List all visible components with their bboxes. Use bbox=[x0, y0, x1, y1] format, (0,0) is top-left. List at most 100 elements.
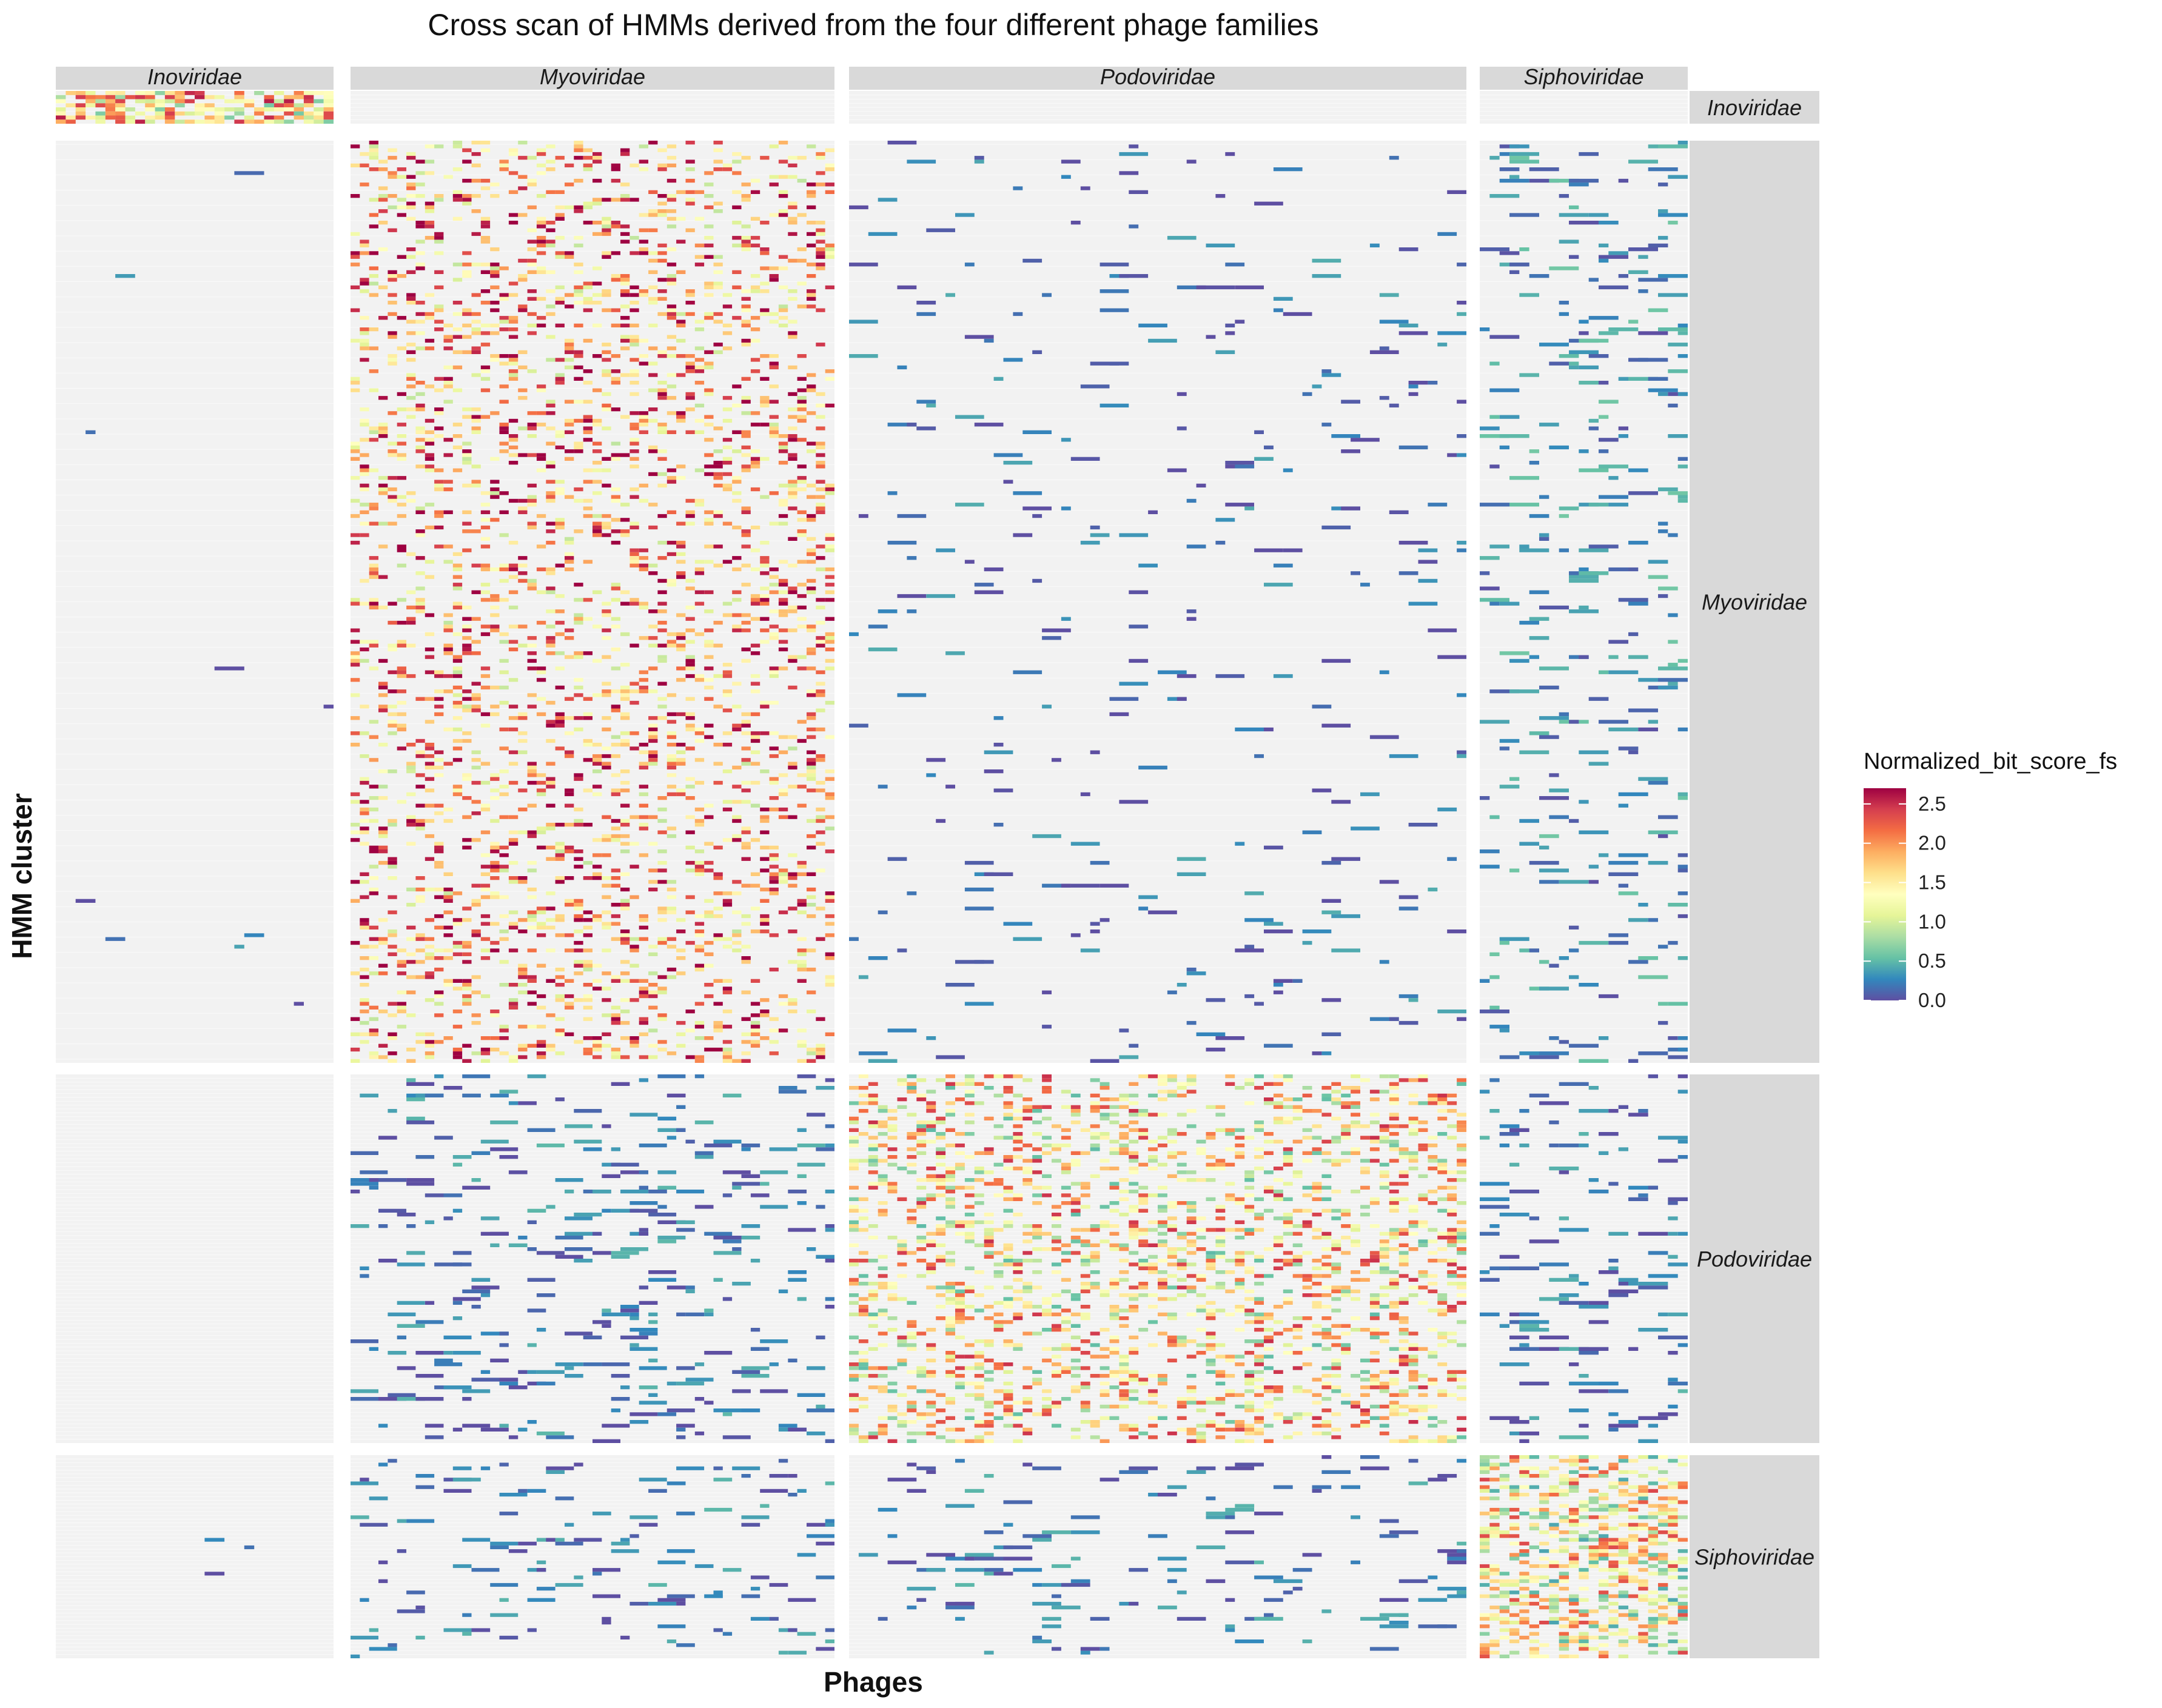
heatmap-cell bbox=[583, 438, 593, 442]
heatmap-cell bbox=[480, 221, 491, 225]
heatmap-cell bbox=[508, 860, 519, 865]
heatmap-cell bbox=[406, 925, 416, 929]
heatmap-cell bbox=[1235, 1128, 1245, 1132]
heatmap-cell bbox=[360, 918, 369, 922]
heatmap-cell bbox=[993, 1178, 1004, 1182]
heatmap-cell bbox=[1225, 1128, 1235, 1132]
heatmap-cell bbox=[145, 95, 155, 99]
heatmap-cell bbox=[657, 457, 667, 461]
heatmap-cell bbox=[936, 1178, 946, 1182]
heatmap-cell bbox=[1070, 1251, 1081, 1255]
heatmap-cell bbox=[565, 304, 574, 309]
heatmap-cell bbox=[816, 247, 825, 252]
heatmap-cell bbox=[583, 430, 593, 434]
heatmap-cell bbox=[452, 940, 463, 945]
heatmap-cell bbox=[1254, 1086, 1264, 1090]
heatmap-cell bbox=[536, 323, 546, 327]
heatmap-cell bbox=[685, 815, 695, 819]
heatmap-cell bbox=[1196, 1032, 1226, 1036]
heatmap-cell bbox=[462, 1389, 491, 1393]
heatmap-cell bbox=[452, 670, 463, 674]
heatmap-cell bbox=[639, 1228, 648, 1232]
heatmap-cell bbox=[508, 1243, 528, 1247]
heatmap-cell bbox=[1588, 697, 1609, 701]
heatmap-cell bbox=[936, 1185, 946, 1190]
heatmap-cell bbox=[760, 251, 770, 255]
heatmap-cell bbox=[741, 1147, 751, 1151]
heatmap-cell bbox=[648, 716, 658, 720]
heatmap-cell bbox=[1658, 666, 1688, 671]
heatmap-cell bbox=[611, 583, 620, 587]
heatmap-cell bbox=[1418, 1220, 1428, 1224]
heatmap-cell bbox=[1244, 1228, 1255, 1232]
heatmap-cell bbox=[750, 285, 760, 290]
heatmap-cell bbox=[1437, 331, 1466, 335]
heatmap-cell bbox=[351, 381, 360, 385]
heatmap-cell bbox=[1013, 1132, 1023, 1136]
heatmap-cell bbox=[849, 1116, 859, 1120]
heatmap-cell bbox=[360, 464, 369, 469]
heatmap-cell bbox=[462, 1185, 491, 1190]
heatmap-cell bbox=[722, 293, 733, 297]
heatmap-cell bbox=[397, 1397, 425, 1401]
heatmap-cell bbox=[648, 346, 658, 350]
heatmap-cell bbox=[565, 849, 574, 854]
heatmap-cell bbox=[471, 232, 481, 236]
heatmap-cell bbox=[676, 552, 686, 557]
heatmap-cell bbox=[443, 979, 453, 983]
heatmap-cell bbox=[1379, 1182, 1389, 1186]
heatmap-cell bbox=[639, 1032, 648, 1036]
heatmap-cell bbox=[750, 461, 760, 465]
heatmap-cell bbox=[303, 115, 314, 120]
heatmap-cell bbox=[694, 872, 705, 876]
heatmap-cell bbox=[685, 407, 695, 412]
heatmap-cell bbox=[1437, 1208, 1448, 1213]
heatmap-cell bbox=[565, 358, 574, 362]
heatmap-cell bbox=[1509, 144, 1529, 149]
heatmap-cell bbox=[1648, 388, 1678, 392]
heatmap-cell bbox=[769, 754, 779, 759]
heatmap-cell bbox=[760, 221, 770, 225]
heatmap-cell bbox=[788, 1002, 797, 1006]
heatmap-cell bbox=[639, 1385, 658, 1390]
heatmap-cell bbox=[1109, 1231, 1120, 1236]
heatmap-cell bbox=[1457, 1128, 1466, 1132]
heatmap-cell bbox=[878, 609, 898, 614]
heatmap-cell bbox=[629, 948, 639, 953]
heatmap-cell bbox=[760, 1205, 788, 1209]
heatmap-cell bbox=[741, 396, 751, 400]
heatmap-cell bbox=[916, 1197, 927, 1201]
heatmap-cell bbox=[527, 263, 537, 267]
heatmap-cell bbox=[593, 1251, 611, 1255]
heatmap-cell bbox=[406, 255, 416, 259]
heatmap-cell bbox=[452, 1055, 463, 1059]
heatmap-cell bbox=[1389, 1236, 1399, 1240]
heatmap-cell bbox=[694, 1120, 714, 1125]
heatmap-cell bbox=[471, 990, 481, 994]
heatmap-cell bbox=[760, 998, 770, 1002]
heatmap-cell bbox=[565, 418, 574, 423]
heatmap-cell bbox=[964, 1132, 975, 1136]
heatmap-cell bbox=[722, 323, 733, 327]
heatmap-cell bbox=[593, 853, 602, 857]
heatmap-cell bbox=[425, 1051, 435, 1056]
heatmap-cell bbox=[95, 99, 106, 104]
heatmap-cell bbox=[676, 190, 686, 194]
heatmap-cell bbox=[1148, 1155, 1158, 1159]
heatmap-cell bbox=[546, 221, 556, 225]
heatmap-cell bbox=[1539, 716, 1569, 720]
heatmap-cell bbox=[760, 563, 770, 568]
heatmap-cell bbox=[443, 762, 453, 766]
heatmap-cell bbox=[936, 1224, 946, 1228]
heatmap-cell bbox=[518, 983, 528, 987]
heatmap-cell bbox=[807, 967, 816, 972]
heatmap-cell bbox=[224, 115, 235, 120]
heatmap-cell bbox=[1254, 430, 1264, 434]
heatmap-cell bbox=[527, 205, 537, 210]
heatmap-cell bbox=[741, 800, 751, 804]
heatmap-cell bbox=[778, 807, 788, 812]
heatmap-cell bbox=[750, 457, 760, 461]
heatmap-cell bbox=[115, 107, 126, 112]
heatmap-cell bbox=[769, 430, 779, 434]
heatmap-cell bbox=[434, 765, 444, 770]
